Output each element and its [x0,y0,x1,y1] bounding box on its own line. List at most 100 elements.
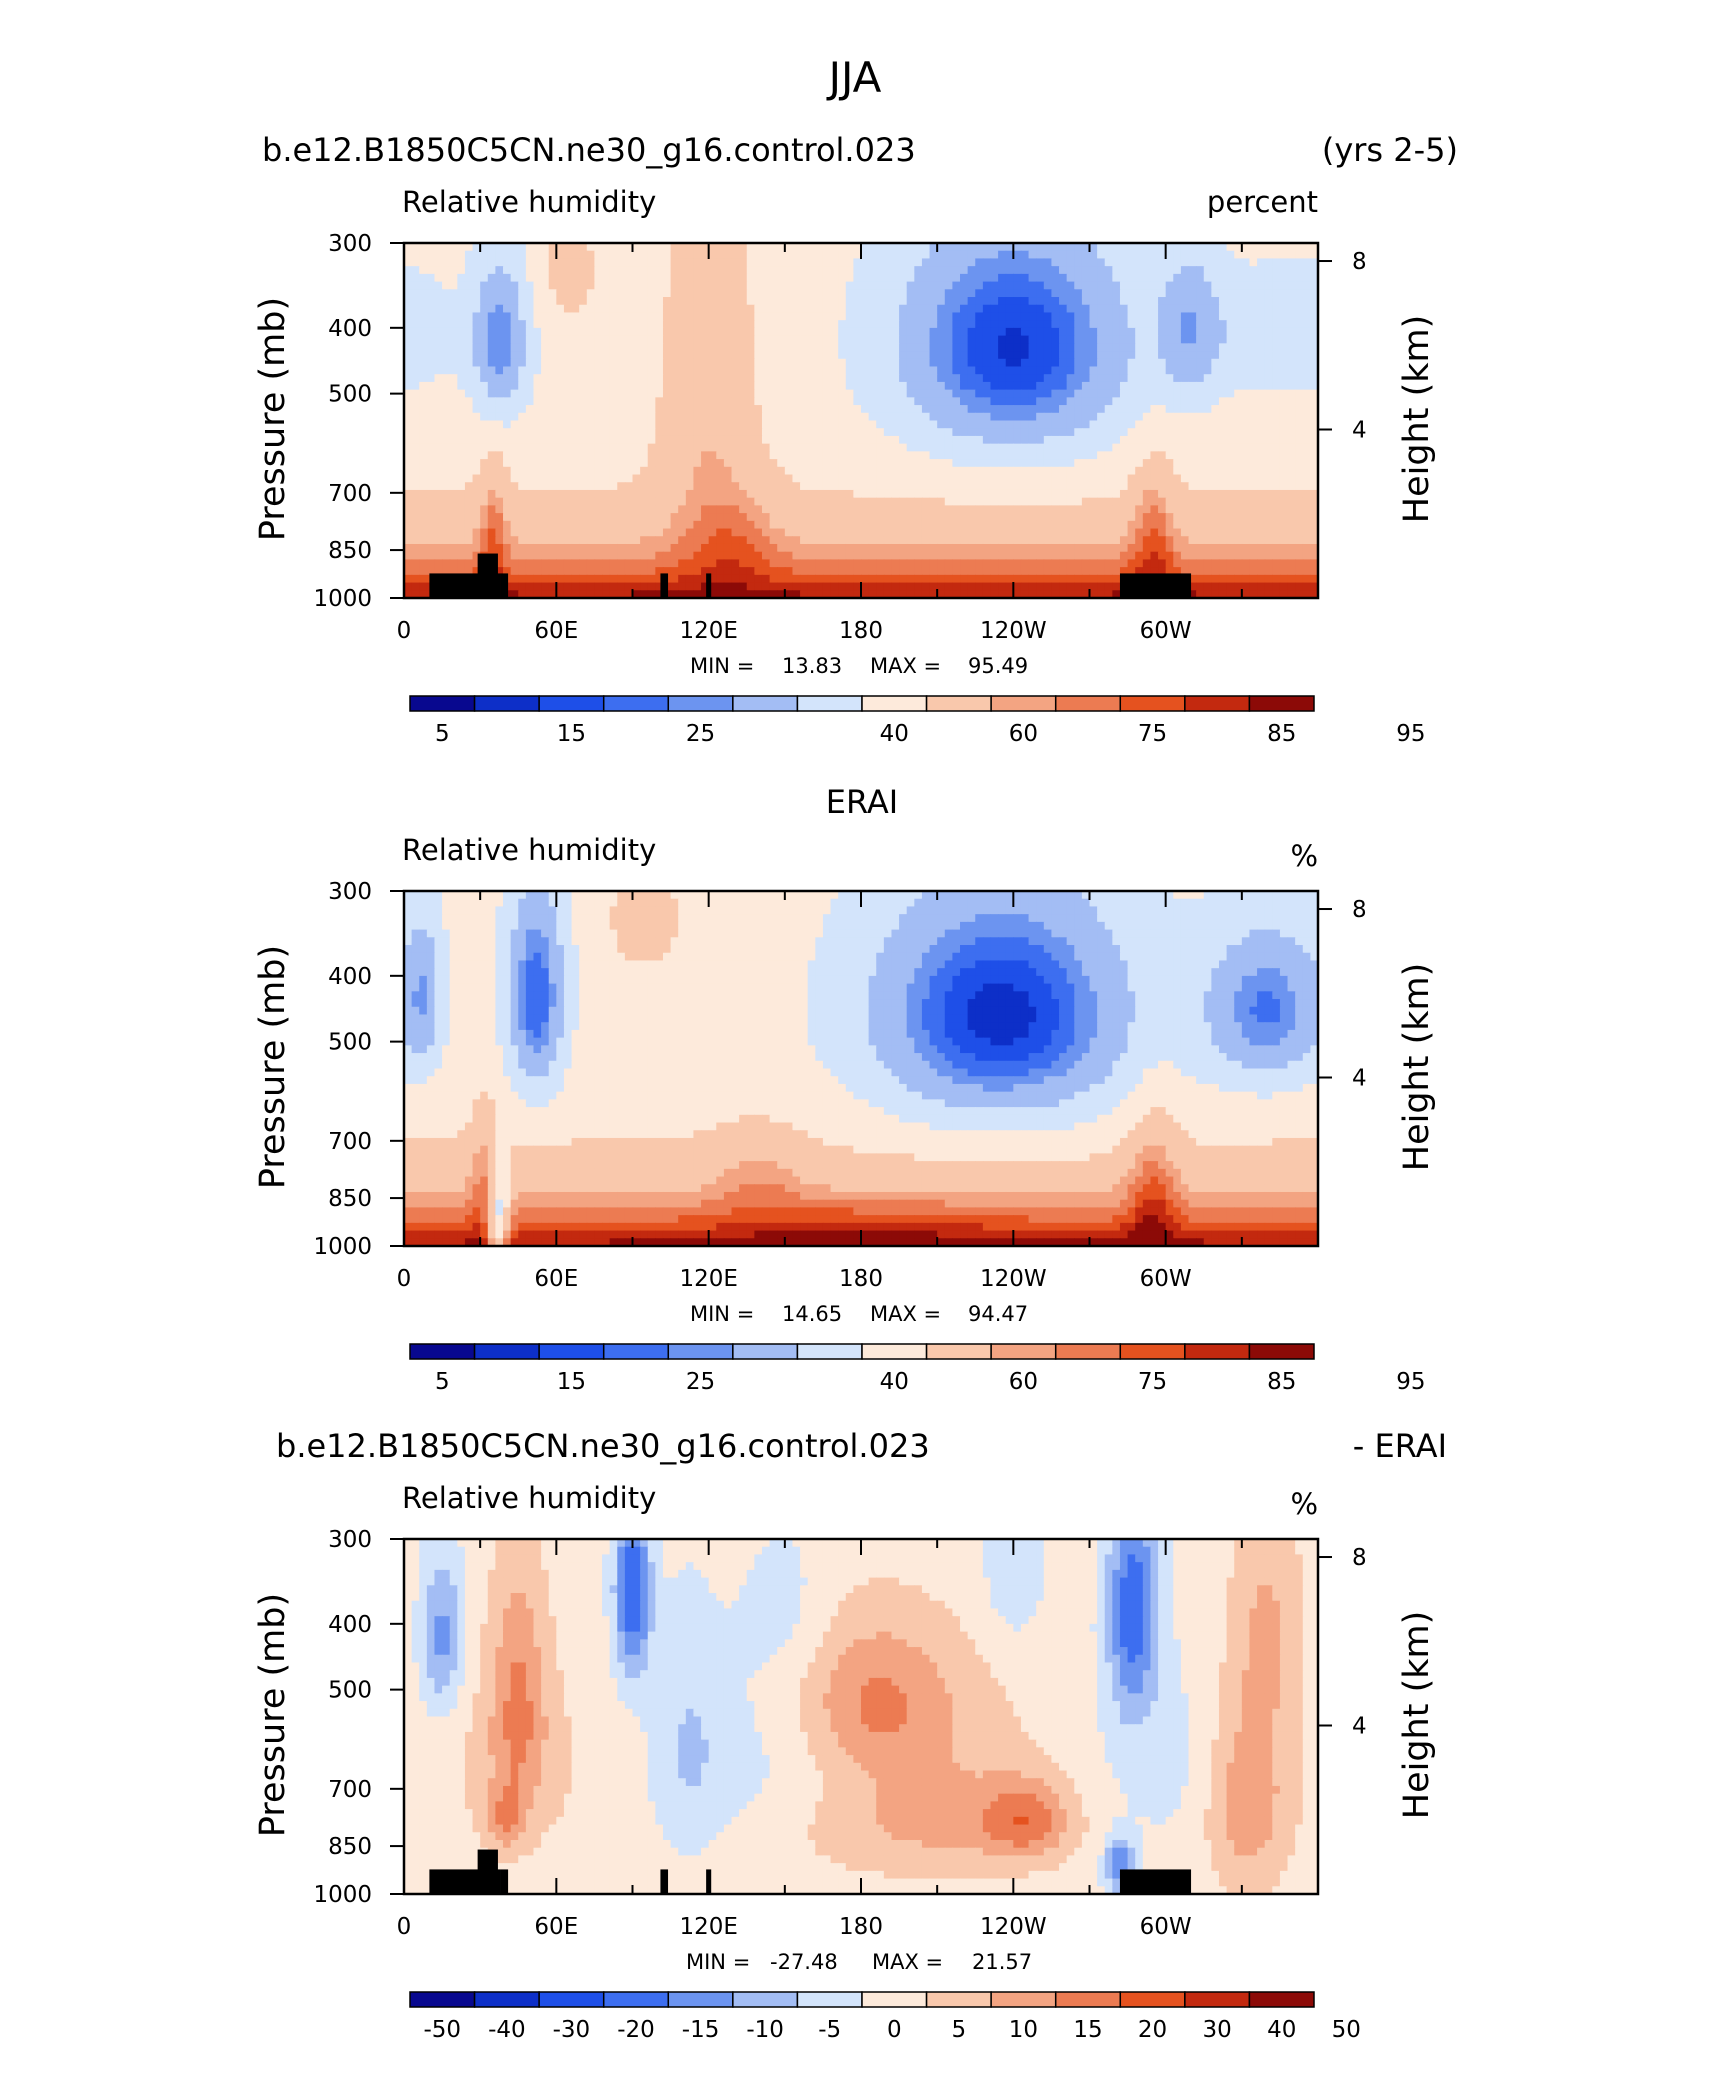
field-cell [754,559,763,568]
field-cell [662,397,672,406]
field-cell [822,312,832,321]
field-cell [1036,243,1045,252]
field-cell [609,327,618,337]
field-cell [1203,466,1212,476]
field-cell [739,459,748,468]
field-cell [1142,374,1152,383]
field-cell [937,482,946,491]
field-cell [548,327,557,337]
field-cell [533,250,542,260]
field-cell [503,405,512,414]
field-cell [998,258,1007,267]
field-cell [921,520,931,530]
field-cell [419,297,428,306]
field-cell [998,466,1007,476]
field-cell [404,258,413,267]
field-cell [891,551,900,561]
field-cell [632,520,641,530]
field-cell [807,428,816,437]
field-cell [1059,351,1068,360]
field-cell [944,459,953,468]
field-cell [419,559,428,568]
field-cell [602,428,611,437]
field-cell [533,420,542,429]
field-cell [708,366,717,375]
field-cell [495,536,504,545]
field-cell [1211,243,1220,252]
field-cell [518,435,527,445]
field-cell [640,474,649,483]
field-cell [579,489,588,499]
field-cell [769,366,778,375]
field-cell [464,543,474,553]
field-cell [761,397,771,406]
field-cell [586,443,596,452]
field-cell [1241,335,1251,344]
field-cell [480,320,489,329]
field-cell [861,366,870,375]
field-cell [1158,466,1167,476]
field-cell [899,374,908,383]
field-cell [1150,351,1159,360]
field-cell [1135,489,1144,499]
field-cell [1249,428,1258,437]
field-cell [921,312,931,321]
field-cell [464,381,474,391]
field-cell [1249,258,1258,267]
field-cell [670,351,679,360]
field-cell [1165,435,1174,445]
field-cell [1310,374,1319,383]
field-cell [1089,551,1098,561]
field-cell [1142,489,1152,499]
field-cell [457,266,466,275]
field-cell [937,451,946,460]
field-cell [1279,543,1289,553]
field-cell [632,281,641,290]
field-cell [571,474,580,483]
field-cell [1051,489,1060,499]
field-cell [609,482,618,491]
field-cell [495,250,504,260]
field-cell [792,320,801,329]
field-cell [975,420,984,429]
field-cell [800,335,809,344]
field-cell [990,320,999,329]
field-cell [868,273,877,283]
field-cell [624,258,634,267]
field-cell [1302,366,1311,375]
field-cell [822,304,832,314]
field-cell [937,428,946,437]
field-cell [792,412,801,422]
field-cell [701,412,710,422]
field-cell [1165,243,1174,252]
field-cell [1272,258,1281,267]
field-cell [723,405,733,414]
field-cell [701,489,710,499]
field-cell [723,428,733,437]
field-cell [495,366,504,375]
field-cell [800,443,809,452]
field-cell [1074,482,1083,491]
field-cell [967,420,976,429]
field-cell [571,297,580,306]
field-cell [563,381,573,391]
field-cell [998,513,1007,522]
field-cell [548,243,557,252]
field-cell [647,482,656,491]
field-cell [1180,389,1190,398]
field-cell [921,459,931,468]
field-cell [434,543,443,553]
field-cell [723,466,733,476]
field-cell [944,273,953,283]
field-cell [746,489,755,499]
field-cell [1127,543,1136,553]
field-cell [487,320,496,329]
field-cell [472,327,481,337]
field-cell [853,320,862,329]
field-cell [731,281,740,290]
field-cell [419,266,428,275]
field-cell [1196,513,1205,522]
field-cell [1081,273,1091,283]
field-cell [472,489,481,499]
field-cell [1127,451,1136,460]
